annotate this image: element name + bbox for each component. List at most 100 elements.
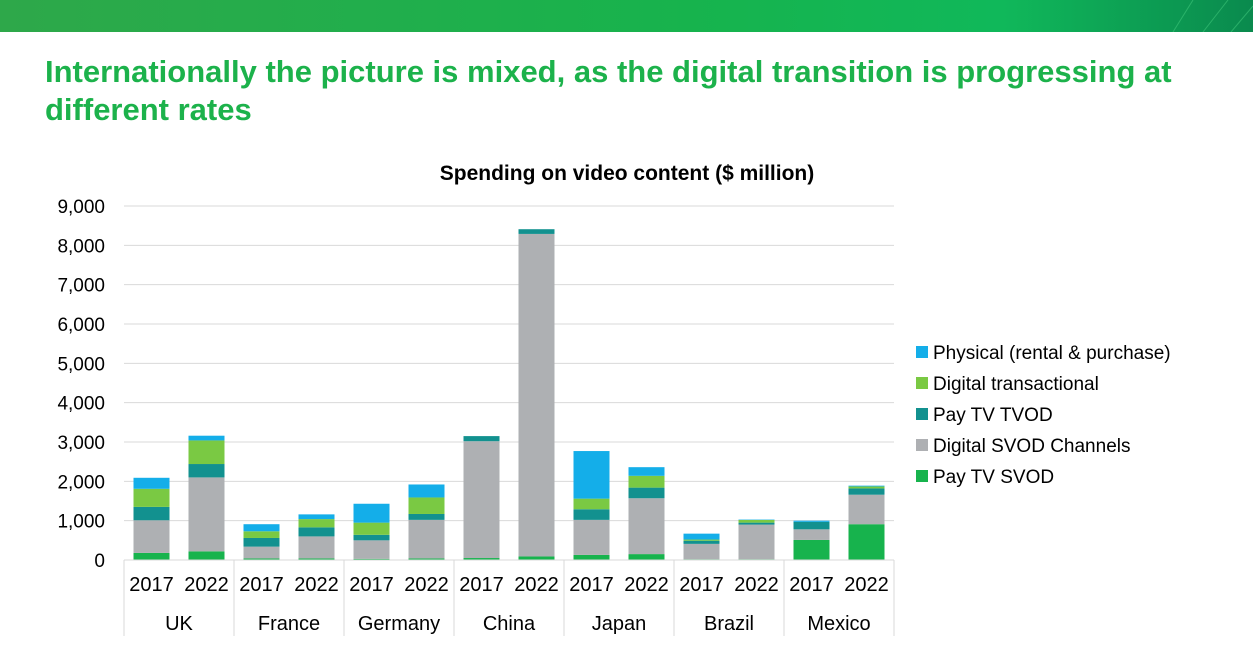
bar-segment xyxy=(188,435,225,441)
bar-segment xyxy=(628,498,665,555)
bar-segment xyxy=(573,509,610,520)
legend-swatch xyxy=(916,470,928,482)
legend-swatch xyxy=(916,439,928,451)
legend-label: Digital transactional xyxy=(933,374,1099,395)
bar-segment xyxy=(738,519,775,523)
bar-segment xyxy=(628,467,665,476)
legend-swatch xyxy=(916,346,928,358)
x-tick-label-year: 2022 xyxy=(844,574,889,596)
bar-segment xyxy=(573,451,610,499)
bar-segment xyxy=(518,556,555,560)
bar-segment xyxy=(848,488,885,495)
bar-segment xyxy=(628,487,665,499)
legend-label: Pay TV SVOD xyxy=(933,467,1054,488)
stacked-bar-chart: Spending on video content ($ million) 0 1… xyxy=(57,162,1171,636)
bar-segment xyxy=(353,503,390,523)
y-tick-label: 6,000 xyxy=(57,315,105,336)
bar-segment xyxy=(243,546,280,559)
bar-segment xyxy=(683,540,720,544)
x-group-label: China xyxy=(483,613,536,635)
bar-stack xyxy=(463,436,500,560)
bar-segment xyxy=(243,558,280,560)
y-tick-label: 3,000 xyxy=(57,433,105,454)
bar-segment xyxy=(133,506,170,521)
bar-segment xyxy=(848,524,885,560)
header-decoration xyxy=(1172,0,1253,32)
legend-item: Pay TV SVOD xyxy=(916,467,1054,488)
bar-stack xyxy=(243,524,280,560)
bar-segment xyxy=(848,486,885,489)
bar-segment xyxy=(298,519,335,528)
bar-stack xyxy=(133,477,170,560)
legend-label: Pay TV TVOD xyxy=(933,405,1053,426)
bar-segment xyxy=(298,514,335,520)
bar-segment xyxy=(463,441,500,559)
x-group-label: Germany xyxy=(358,613,440,635)
bar-segment xyxy=(408,513,445,520)
bar-segment xyxy=(188,551,225,560)
bar-segment xyxy=(188,477,225,552)
x-tick-label-year: 2017 xyxy=(129,574,174,596)
y-tick-label: 4,000 xyxy=(57,394,105,415)
bar-stack xyxy=(408,484,445,560)
bar-stack xyxy=(628,467,665,560)
bar-segment xyxy=(298,558,335,560)
bar-segment xyxy=(408,519,445,559)
bar-stack xyxy=(298,514,335,560)
bar-segment xyxy=(408,558,445,560)
bar-segment xyxy=(188,464,225,478)
y-tick-label: 2,000 xyxy=(57,472,105,493)
y-axis: 0 1,000 2,000 3,000 4,000 5,000 6,000 7,000 8,00… xyxy=(57,197,105,572)
legend-swatch xyxy=(916,408,928,420)
legend-swatch xyxy=(916,377,928,389)
bar-stack xyxy=(188,435,225,560)
y-tick-label: 1,000 xyxy=(57,512,105,533)
bar-segment xyxy=(518,233,555,557)
y-tick-label: 0 xyxy=(94,551,105,572)
legend-item: Physical (rental & purchase) xyxy=(916,343,1171,364)
bar-segment xyxy=(353,558,390,560)
bar-segment xyxy=(463,558,500,560)
x-tick-label-year: 2022 xyxy=(514,574,559,596)
chart-title: Spending on video content ($ million) xyxy=(440,162,815,185)
bar-segment xyxy=(793,521,830,530)
x-tick-label-year: 2022 xyxy=(404,574,449,596)
bar-segment xyxy=(518,229,555,234)
bar-segment xyxy=(243,524,280,532)
x-tick-label-year: 2017 xyxy=(459,574,504,596)
bar-segment xyxy=(573,498,610,510)
bar-stack xyxy=(353,503,390,560)
gridlines xyxy=(124,205,894,561)
bar-segment xyxy=(298,536,335,559)
x-tick-label-year: 2022 xyxy=(184,574,229,596)
bar-segment xyxy=(738,524,775,560)
bar-segment xyxy=(133,477,170,489)
bar-segment xyxy=(298,527,335,537)
bar-segment xyxy=(408,484,445,498)
x-group-label: Mexico xyxy=(807,613,870,635)
bar-segment xyxy=(243,537,280,547)
bar-segment xyxy=(793,520,830,522)
y-tick-label: 5,000 xyxy=(57,354,105,375)
y-tick-label: 7,000 xyxy=(57,276,105,297)
slide-header-bar xyxy=(0,0,1253,32)
bar-stack xyxy=(848,485,885,560)
legend: Physical (rental & purchase) Digital tran… xyxy=(916,343,1171,488)
legend-label: Digital SVOD Channels xyxy=(933,436,1130,457)
x-tick-label-year: 2017 xyxy=(679,574,724,596)
bar-segment xyxy=(683,539,720,541)
bar-segment xyxy=(793,529,830,540)
legend-label: Physical (rental & purchase) xyxy=(933,343,1171,364)
bar-segment xyxy=(133,488,170,507)
legend-item: Digital SVOD Channels xyxy=(916,436,1130,457)
bar-segment xyxy=(463,436,500,442)
bar-segment xyxy=(628,554,665,560)
x-tick-label-year: 2017 xyxy=(239,574,284,596)
bar-segment xyxy=(353,540,390,559)
bar-series xyxy=(133,229,885,560)
bar-segment xyxy=(683,533,720,540)
x-tick-label-year: 2022 xyxy=(624,574,669,596)
bar-stack xyxy=(518,229,555,560)
bar-segment xyxy=(353,522,390,535)
bar-segment xyxy=(188,440,225,465)
